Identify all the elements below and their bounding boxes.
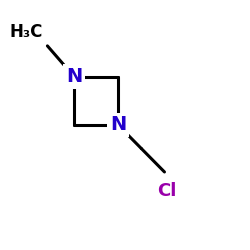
Text: N: N: [66, 67, 82, 86]
Text: N: N: [110, 116, 126, 134]
Text: H₃C: H₃C: [9, 23, 42, 41]
Text: Cl: Cl: [157, 182, 176, 200]
